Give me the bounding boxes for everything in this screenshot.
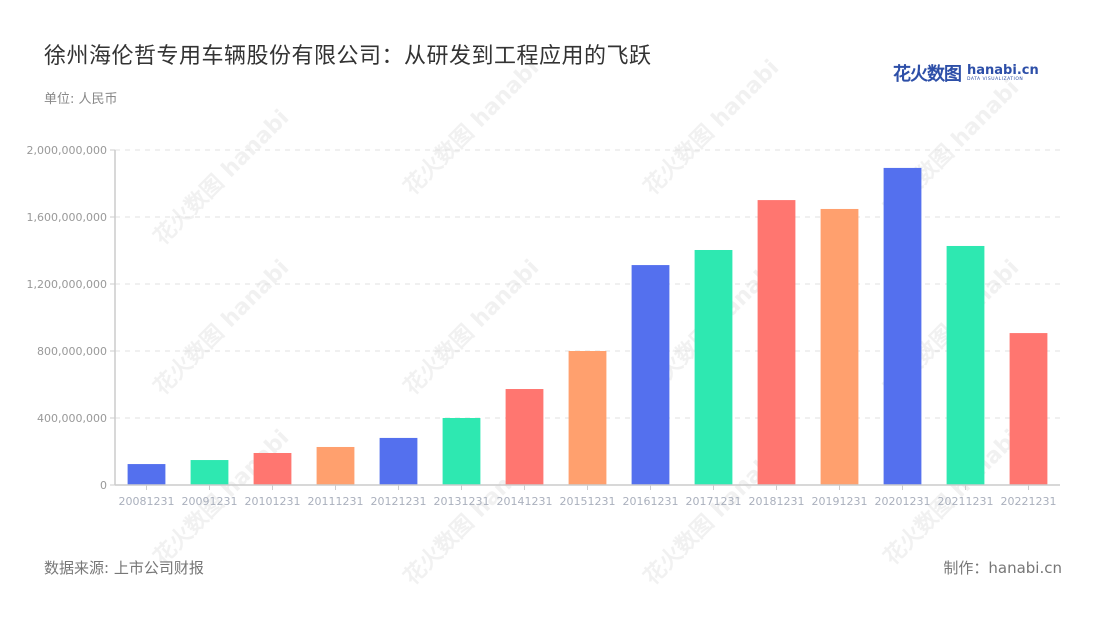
x-tick-label: 20221231 (1001, 495, 1057, 508)
y-tick-label: 1,200,000,000 (27, 278, 107, 291)
bar-20221231[interactable] (1009, 333, 1048, 485)
bars (127, 167, 1048, 486)
bar-20201231[interactable] (883, 167, 922, 486)
y-tick-label: 800,000,000 (37, 345, 107, 358)
x-tick-label: 20131231 (434, 495, 490, 508)
bar-20151231[interactable] (568, 351, 607, 485)
bar-20171231[interactable] (694, 249, 733, 485)
x-tick-label: 20081231 (119, 495, 175, 508)
bar-20211231[interactable] (946, 245, 985, 485)
x-tick-label: 20111231 (308, 495, 364, 508)
x-tick-label: 20121231 (371, 495, 427, 508)
bar-20131231[interactable] (442, 418, 481, 485)
chart-title: 徐州海伦哲专用车辆股份有限公司：从研发到工程应用的飞跃 (44, 44, 652, 69)
logo-tagline: DATA VISUALIZATION (967, 76, 1024, 82)
y-tick-label: 1,600,000,000 (27, 211, 107, 224)
bar-20121231[interactable] (379, 437, 418, 485)
logo-text-en: hanabi.cn DATA VISUALIZATION (967, 64, 1039, 83)
x-tick-label: 20211231 (938, 495, 994, 508)
bar-20181231[interactable] (757, 200, 796, 485)
x-tick-label: 20201231 (875, 495, 931, 508)
bar-20091231[interactable] (190, 460, 229, 485)
logo-domain: hanabi.cn (967, 62, 1039, 78)
credit-text: 制作：hanabi.cn (943, 559, 1062, 577)
y-tick-label: 2,000,000,000 (27, 144, 107, 157)
x-tick-label: 20101231 (245, 495, 301, 508)
y-tick-label: 400,000,000 (37, 412, 107, 425)
bar-20141231[interactable] (505, 389, 544, 485)
bar-20191231[interactable] (820, 208, 859, 485)
bar-20081231[interactable] (127, 464, 166, 485)
bar-20111231[interactable] (316, 446, 355, 485)
x-axis: 20081231 20091231 20101231 20111231 20121231… (115, 484, 1060, 508)
x-tick-label: 20141231 (497, 495, 553, 508)
brand-logo: 花火数图 hanabi.cn DATA VISUALIZATION (893, 60, 1039, 86)
x-tick-label: 20161231 (623, 495, 679, 508)
bar-20101231[interactable] (253, 453, 292, 485)
x-tick-label: 20181231 (749, 495, 805, 508)
data-source: 数据来源: 上市公司财报 (44, 559, 204, 577)
x-tick-label: 20151231 (560, 495, 616, 508)
x-tick-label: 20191231 (812, 495, 868, 508)
x-tick-label: 20091231 (182, 495, 238, 508)
bar-20161231[interactable] (631, 265, 670, 485)
x-tick-label: 20171231 (686, 495, 742, 508)
y-axis: 0 400,000,000 800,000,000 1,200,000,000 1,60… (27, 144, 116, 492)
unit-label: 单位: 人民币 (44, 92, 118, 107)
logo-text-cn: 花火数图 (893, 64, 962, 85)
y-tick-label: 0 (100, 479, 107, 492)
